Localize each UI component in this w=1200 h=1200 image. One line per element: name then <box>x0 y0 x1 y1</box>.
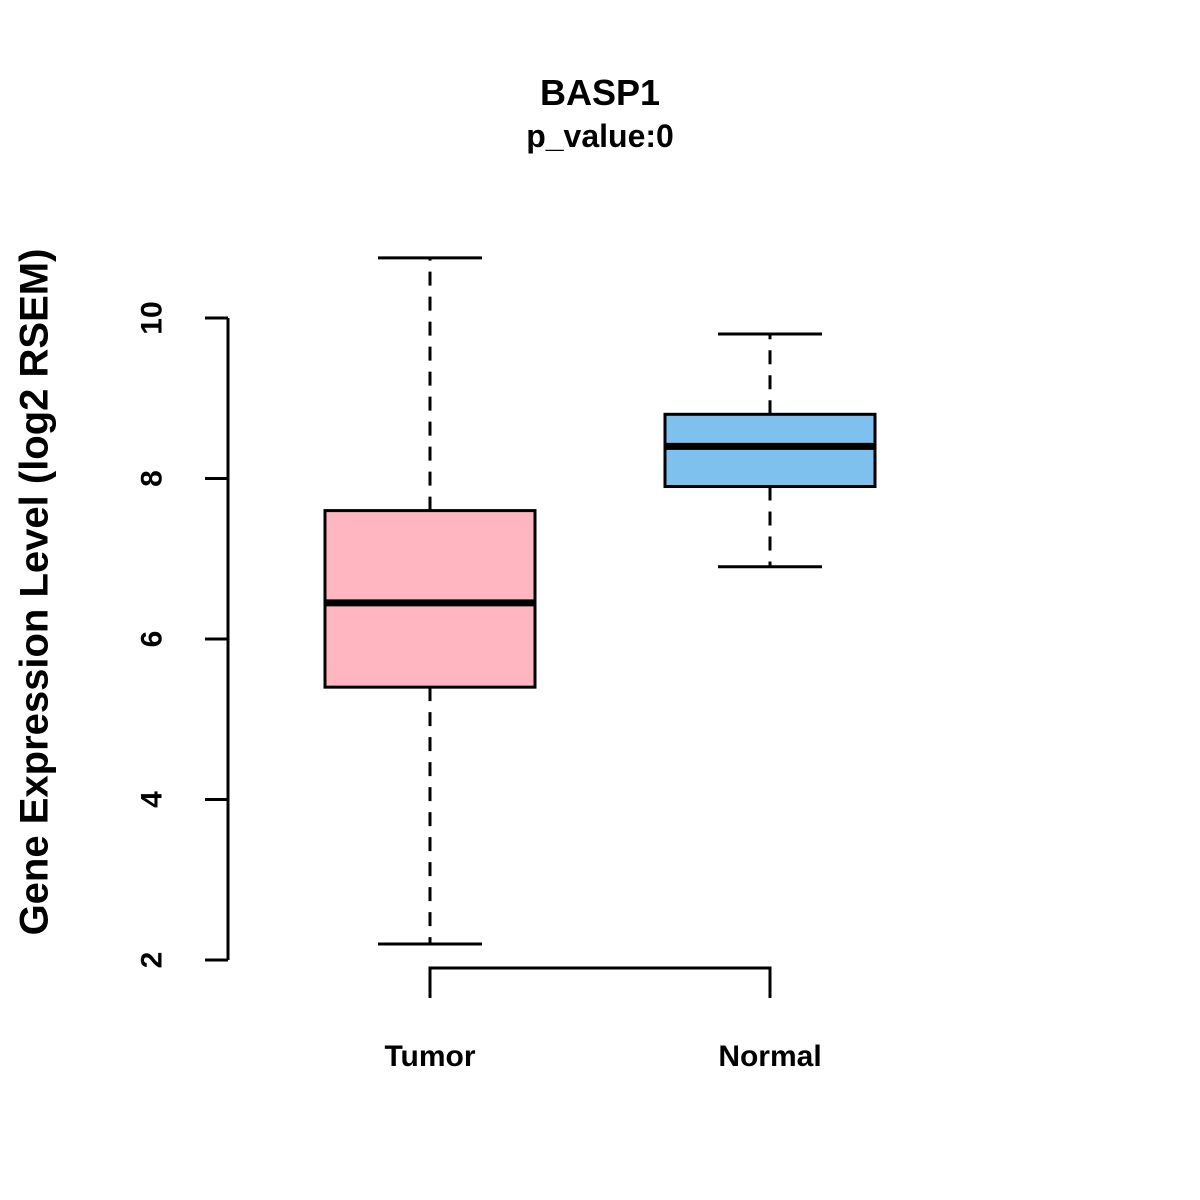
y-tick-label-2: 2 <box>136 952 169 969</box>
tumor-box <box>323 509 537 689</box>
chart-title: BASP1 <box>539 72 661 113</box>
x-category-label-normal: Normal <box>718 1040 822 1073</box>
chart-subtitle: p_value:0 <box>526 118 674 154</box>
x-category-label-tumor: Tumor <box>384 1040 476 1073</box>
x-axis-line <box>428 966 772 998</box>
y-tick-label-10: 10 <box>136 301 169 334</box>
normal-box <box>663 412 877 489</box>
y-tick-label-8: 8 <box>136 470 169 487</box>
y-tick-label-4: 4 <box>136 791 169 808</box>
y-tick-label-6: 6 <box>136 631 169 648</box>
